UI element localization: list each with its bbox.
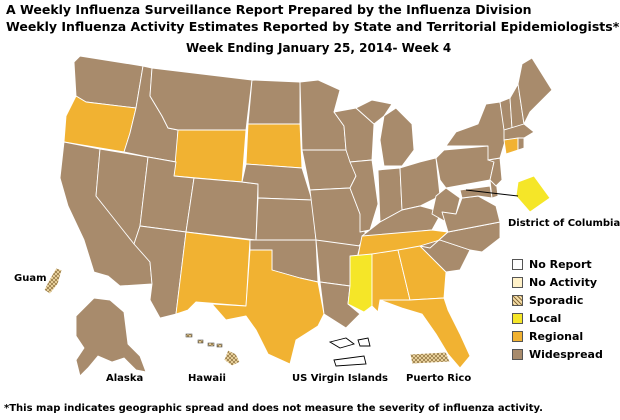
week-label: Week Ending January 25, 2014- Week 4 bbox=[186, 41, 452, 55]
legend-swatch-regional bbox=[512, 330, 523, 342]
legend-item-no-activity: No Activity bbox=[512, 273, 603, 291]
region-michigan bbox=[379, 107, 415, 167]
hawaii-islet bbox=[185, 333, 193, 338]
hawaii-islet bbox=[207, 342, 215, 347]
region-virginia bbox=[441, 195, 501, 233]
legend-item-local: Local bbox=[512, 309, 603, 327]
region-georgia bbox=[397, 245, 447, 301]
dc-leader-line bbox=[465, 189, 519, 197]
region-florida bbox=[379, 297, 471, 369]
region-connecticut bbox=[503, 137, 519, 155]
hawaii-islet bbox=[216, 343, 223, 348]
legend-swatch-sporadic bbox=[512, 294, 523, 306]
legend-item-sporadic: Sporadic bbox=[512, 291, 603, 309]
region-dc-inset bbox=[515, 175, 551, 213]
region-michigan-up bbox=[355, 99, 393, 125]
label-alaska: Alaska bbox=[106, 373, 143, 384]
region-massachusetts bbox=[503, 123, 535, 141]
region-texas bbox=[211, 249, 325, 365]
region-kansas bbox=[255, 197, 317, 241]
region-ohio bbox=[399, 157, 441, 211]
region-colorado bbox=[185, 177, 259, 241]
label-dc: District of Columbia bbox=[508, 218, 620, 229]
region-illinois bbox=[349, 159, 379, 233]
region-south-dakota bbox=[245, 123, 303, 169]
region-north-dakota bbox=[247, 79, 301, 125]
hawaii-islet bbox=[197, 339, 204, 344]
usvi-islands bbox=[328, 337, 371, 367]
region-maryland bbox=[459, 185, 493, 199]
label-guam: Guam bbox=[14, 273, 47, 284]
region-new-mexico bbox=[175, 231, 251, 315]
legend-label-local: Local bbox=[529, 311, 562, 325]
region-rhode-island bbox=[517, 137, 525, 151]
region-mississippi bbox=[347, 253, 373, 313]
region-wyoming bbox=[173, 129, 247, 183]
region-maine bbox=[517, 57, 553, 125]
label-puerto-rico: Puerto Rico bbox=[406, 373, 471, 384]
legend-label-sporadic: Sporadic bbox=[529, 293, 584, 307]
legend-item-widespread: Widespread bbox=[512, 345, 603, 363]
footnote: *This map indicates geographic spread an… bbox=[4, 403, 543, 414]
region-alaska bbox=[75, 297, 147, 377]
label-hawaii: Hawaii bbox=[188, 373, 226, 384]
legend-item-no-report: No Report bbox=[512, 255, 603, 273]
region-hawaii bbox=[223, 349, 241, 367]
report-subtitle: Weekly Influenza Activity Estimates Repo… bbox=[6, 19, 620, 34]
region-puerto-rico bbox=[409, 351, 451, 365]
legend-swatch-no-report bbox=[512, 258, 523, 270]
legend-label-no-activity: No Activity bbox=[529, 275, 598, 289]
legend: No Report No Activity Sporadic Local Reg… bbox=[512, 255, 603, 363]
legend-swatch-no-activity bbox=[512, 276, 523, 288]
legend-label-regional: Regional bbox=[529, 329, 584, 343]
legend-swatch-widespread bbox=[512, 348, 523, 360]
legend-item-regional: Regional bbox=[512, 327, 603, 345]
region-pennsylvania bbox=[435, 145, 495, 189]
legend-swatch-local bbox=[512, 312, 523, 324]
region-washington bbox=[73, 55, 144, 109]
legend-label-widespread: Widespread bbox=[529, 347, 603, 361]
label-usvi: US Virgin Islands bbox=[292, 373, 388, 384]
region-guam bbox=[43, 267, 63, 295]
legend-label-no-report: No Report bbox=[529, 257, 592, 271]
region-montana bbox=[149, 67, 253, 131]
report-title: A Weekly Influenza Surveillance Report P… bbox=[6, 2, 532, 17]
